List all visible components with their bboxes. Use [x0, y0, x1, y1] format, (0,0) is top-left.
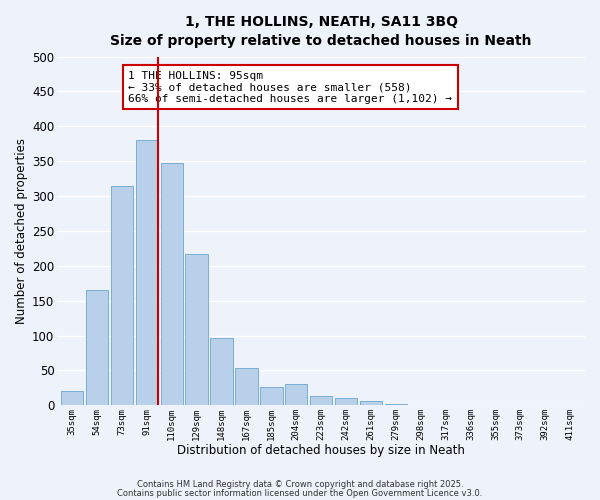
Text: Contains public sector information licensed under the Open Government Licence v3: Contains public sector information licen… — [118, 490, 482, 498]
Bar — [359, 401, 382, 406]
Bar — [211, 338, 233, 406]
Bar — [335, 398, 357, 406]
Text: Contains HM Land Registry data © Crown copyright and database right 2025.: Contains HM Land Registry data © Crown c… — [137, 480, 463, 489]
Title: 1, THE HOLLINS, NEATH, SA11 3BQ
Size of property relative to detached houses in : 1, THE HOLLINS, NEATH, SA11 3BQ Size of … — [110, 15, 532, 48]
Bar — [285, 384, 307, 406]
Bar — [61, 392, 83, 406]
Bar — [161, 162, 183, 406]
Text: 1 THE HOLLINS: 95sqm
← 33% of detached houses are smaller (558)
66% of semi-deta: 1 THE HOLLINS: 95sqm ← 33% of detached h… — [128, 70, 452, 104]
Bar — [310, 396, 332, 406]
Bar — [260, 387, 283, 406]
Bar — [136, 140, 158, 406]
Bar — [185, 254, 208, 406]
Bar — [86, 290, 108, 406]
Bar — [385, 404, 407, 406]
Bar — [111, 186, 133, 406]
Bar — [235, 368, 257, 406]
X-axis label: Distribution of detached houses by size in Neath: Distribution of detached houses by size … — [177, 444, 465, 458]
Y-axis label: Number of detached properties: Number of detached properties — [15, 138, 28, 324]
